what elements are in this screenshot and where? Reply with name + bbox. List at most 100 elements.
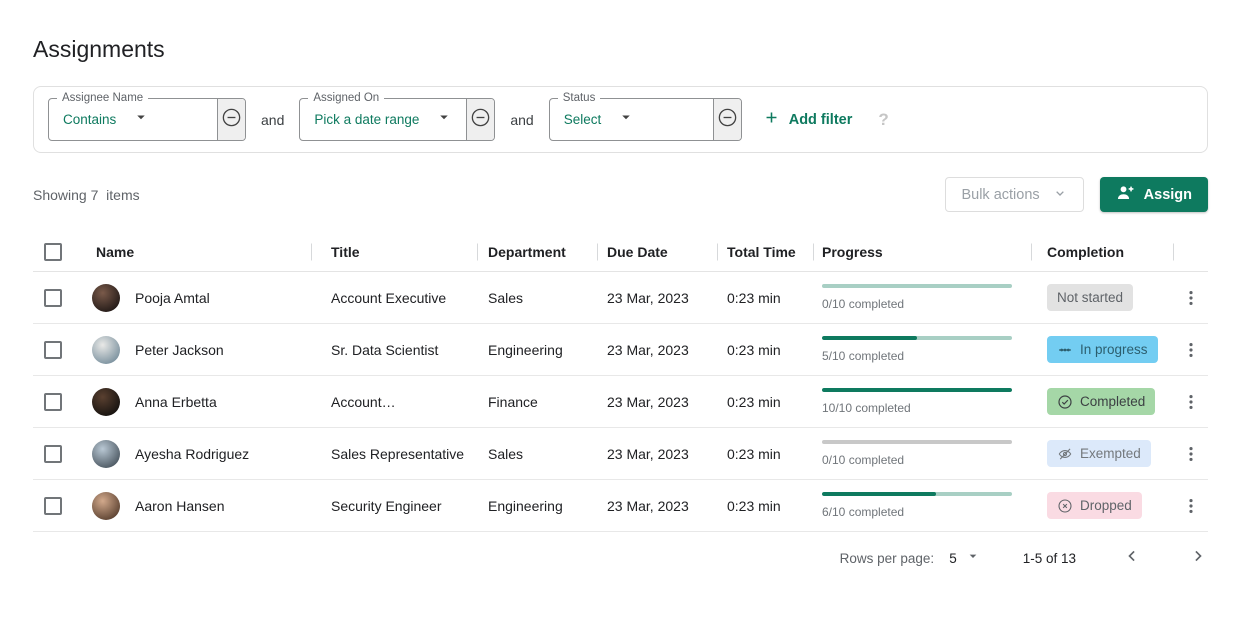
column-header-total-time[interactable]: Total Time — [717, 233, 813, 271]
progress-dots-icon — [1057, 342, 1073, 358]
kebab-menu-icon[interactable] — [1181, 391, 1201, 413]
previous-page-button[interactable] — [1122, 546, 1142, 571]
filter-status-select[interactable]: Select — [550, 99, 713, 140]
column-header-title[interactable]: Title — [311, 233, 477, 271]
department-cell: Finance — [488, 393, 538, 410]
help-icon[interactable]: ? — [878, 109, 889, 129]
department-cell: Sales — [488, 289, 524, 306]
table-row: Anna Erbetta Account… Finance 23 Mar, 20… — [33, 376, 1208, 428]
remove-filter-button[interactable] — [712, 99, 741, 140]
row-checkbox[interactable] — [44, 288, 62, 307]
total-time-cell: 0:23 min — [727, 289, 781, 306]
page-title: Assignments — [33, 36, 165, 62]
bulk-actions-button[interactable]: Bulk actions — [945, 177, 1084, 212]
next-page-button[interactable] — [1188, 546, 1208, 571]
table-body: Pooja Amtal Account Executive Sales 23 M… — [33, 272, 1208, 532]
progress-label: 0/10 completed — [822, 453, 905, 467]
remove-filter-button[interactable] — [217, 99, 245, 140]
column-header-actions — [1173, 233, 1208, 271]
table-row: Ayesha Rodriguez Sales Representative Sa… — [33, 428, 1208, 480]
avatar — [92, 335, 120, 364]
pagination-range-text: 1-5 of 13 — [1022, 550, 1076, 566]
name-cell: Pooja Amtal — [91, 283, 311, 312]
row-checkbox[interactable] — [44, 496, 62, 515]
completion-badge: Exempted — [1047, 440, 1151, 467]
filter-joiner: and — [510, 111, 534, 128]
person-add-icon — [1116, 183, 1135, 206]
progress-bar — [822, 440, 1012, 444]
completion-badge: Completed — [1047, 388, 1156, 415]
minus-circle-icon — [470, 107, 491, 133]
pagination-bar: Rows per page: 5 1-5 of 13 — [33, 532, 1208, 584]
caret-down-icon — [617, 108, 635, 131]
minus-circle-icon — [221, 107, 242, 133]
kebab-menu-icon[interactable] — [1181, 339, 1201, 361]
column-header-name[interactable]: Name — [96, 244, 135, 260]
row-checkbox[interactable] — [44, 444, 62, 463]
completion-cell: Exempted — [1031, 440, 1173, 467]
assign-button[interactable]: Assign — [1099, 177, 1208, 212]
avatar — [92, 387, 120, 416]
column-header-due-date[interactable]: Due Date — [597, 233, 717, 271]
progress-bar-fill — [822, 492, 936, 496]
caret-down-icon — [132, 108, 150, 131]
table-header-row: Name Title Department Due Date Total Tim… — [33, 233, 1208, 272]
title-cell: Sales Representative — [331, 445, 465, 462]
department-cell: Engineering — [488, 497, 563, 514]
avatar — [92, 439, 120, 468]
total-time-cell: 0:23 min — [727, 497, 781, 514]
assignments-table: Name Title Department Due Date Total Tim… — [33, 233, 1208, 532]
completion-badge-label: Dropped — [1080, 498, 1132, 513]
progress-cell: 6/10 completed — [813, 492, 1031, 519]
progress-bar-fill — [822, 336, 917, 340]
kebab-menu-icon[interactable] — [1181, 495, 1201, 517]
kebab-menu-icon[interactable] — [1181, 443, 1201, 465]
add-filter-button[interactable]: Add filter — [763, 109, 852, 130]
total-time-cell: 0:23 min — [727, 445, 781, 462]
progress-bar — [822, 336, 1012, 340]
completion-badge-label: Exempted — [1080, 446, 1141, 461]
row-checkbox[interactable] — [44, 392, 62, 411]
column-header-department[interactable]: Department — [477, 233, 597, 271]
completion-badge: In progress — [1047, 336, 1158, 363]
caret-down-icon — [435, 108, 453, 131]
title-cell: Sr. Data Scientist — [331, 341, 439, 358]
check-circle-icon — [1057, 394, 1073, 410]
x-circle-icon — [1057, 498, 1073, 514]
filter-assigned-on-select[interactable]: Pick a date range — [300, 99, 466, 140]
filter-assigned-on: Assigned On Pick a date range — [299, 92, 496, 141]
rows-per-page-select[interactable]: 5 — [949, 548, 981, 569]
progress-label: 6/10 completed — [822, 505, 905, 519]
kebab-menu-icon[interactable] — [1181, 287, 1201, 309]
filter-label: Status — [557, 92, 601, 105]
filter-assignee-name: Assignee Name Contains — [48, 92, 246, 141]
caret-down-icon — [965, 548, 981, 569]
bulk-actions-label: Bulk actions — [961, 186, 1040, 203]
total-time-cell: 0:23 min — [727, 393, 781, 410]
column-header-completion[interactable]: Completion — [1031, 233, 1173, 271]
assignee-name: Pooja Amtal — [135, 289, 210, 306]
completion-cell: Dropped — [1031, 492, 1173, 519]
completion-badge-label: Completed — [1080, 394, 1146, 409]
assignee-name: Anna Erbetta — [135, 393, 217, 410]
progress-cell: 0/10 completed — [813, 284, 1031, 311]
progress-label: 10/10 completed — [822, 401, 911, 415]
title-cell: Account Executive — [331, 289, 447, 306]
name-cell: Aaron Hansen — [91, 491, 311, 520]
row-checkbox[interactable] — [44, 340, 62, 359]
due-date-cell: 23 Mar, 2023 — [607, 341, 689, 358]
select-all-checkbox[interactable] — [44, 243, 62, 261]
progress-cell: 0/10 completed — [813, 440, 1031, 467]
filter-selected-value: Select — [563, 112, 602, 127]
column-header-progress[interactable]: Progress — [813, 233, 1031, 271]
eye-off-icon — [1057, 446, 1073, 462]
progress-bar — [822, 388, 1012, 392]
chevron-down-icon — [1052, 185, 1068, 205]
filter-assignee-name-select[interactable]: Contains — [49, 99, 217, 140]
showing-items-text: Showing 7 items — [33, 186, 140, 203]
filter-status: Status Select — [548, 92, 742, 141]
avatar — [92, 283, 120, 312]
title-cell: Security Engineer — [331, 497, 442, 514]
remove-filter-button[interactable] — [466, 99, 495, 140]
filter-label: Assigned On — [308, 92, 385, 105]
